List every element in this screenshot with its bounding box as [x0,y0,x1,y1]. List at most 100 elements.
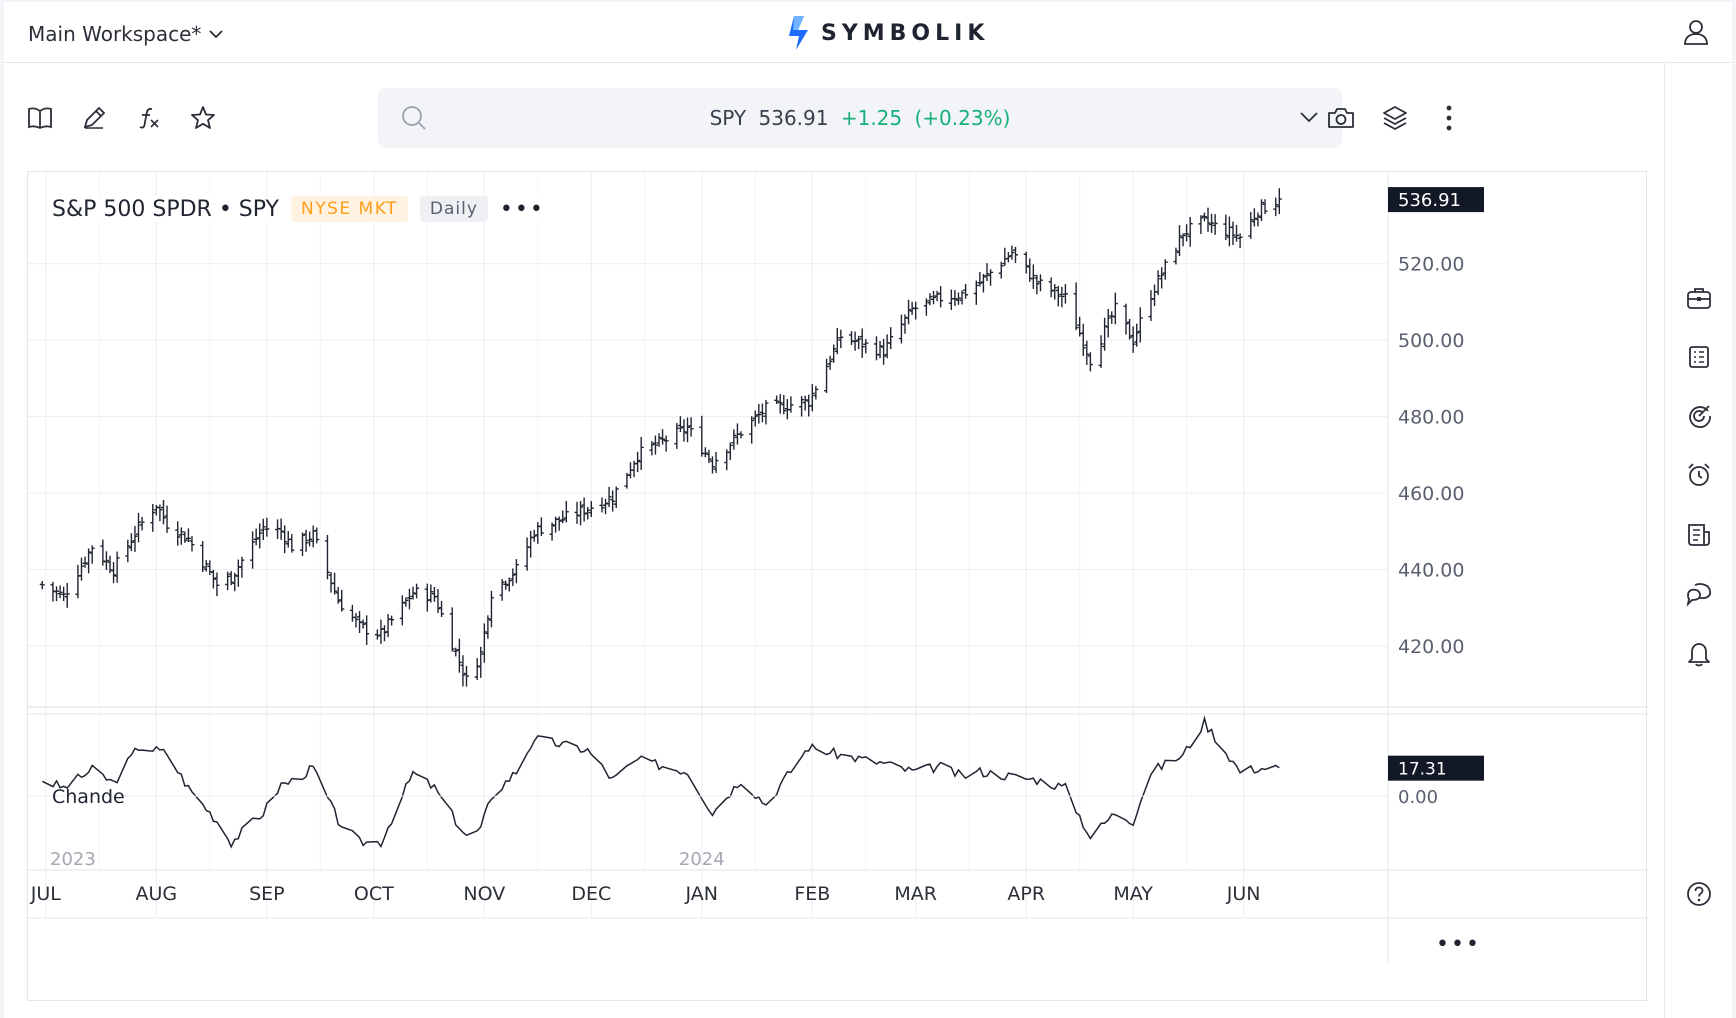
ohlc-bar [706,449,712,464]
x-axis-month-label: NOV [463,883,505,905]
ohlc-bar [1073,282,1079,331]
ohlc-bar [713,451,719,473]
ohlc-bar [39,581,45,590]
ohlc-bar [563,500,569,523]
ohlc-bar [403,597,409,607]
alerts-button[interactable] [1681,636,1717,672]
scanner-button[interactable] [1681,398,1717,434]
symbol-search-bar[interactable]: SPY 536.91 +1.25 (+0.23%) [378,88,1342,148]
workspace-selector[interactable]: Main Workspace* [28,22,224,46]
brand-name: SYMBOLIK [821,20,990,46]
bell-icon [1688,643,1710,667]
ohlc-bar [1173,247,1179,265]
ohlc-bar [603,498,609,515]
ohlc-bar [488,590,494,628]
ohlc-bar [214,572,220,597]
user-account-button[interactable] [1682,18,1710,50]
ohlc-bar [963,283,969,299]
ohlc-bar [759,403,765,423]
ohlc-bar [1201,212,1207,222]
ohlc-bar [1013,246,1019,263]
ohlc-bar [913,301,919,320]
x-axis-month-label: MAY [1113,883,1153,905]
ohlc-bar [1052,284,1058,300]
ohlc-bar [1198,215,1204,235]
workspace-name: Main Workspace* [28,22,202,46]
ohlc-bar [485,615,491,639]
chart-container[interactable]: 420.00 440.00 460.00 480.00 500.00 520.00 0.0… [27,171,1648,1002]
layers-button[interactable] [1377,100,1413,136]
ohlc-bar [1098,335,1104,368]
ohlc-bar [635,451,641,473]
ohlc-bar [506,577,512,592]
ohlc-bar [959,290,965,305]
ohlc-bar [1005,252,1011,263]
ohlc-bar [1112,292,1118,325]
ohlc-bar [752,410,758,427]
ohlc-bar [378,619,384,644]
chevron-down-icon[interactable] [1298,106,1320,128]
draw-button[interactable] [76,100,112,136]
ohlc-bar [1130,326,1136,353]
brand-logo[interactable]: SYMBOLIK [787,16,989,50]
list-icon [1689,346,1709,368]
ohlc-bar [406,588,412,610]
favorites-button[interactable] [185,100,221,136]
ohlc-bar [831,344,837,363]
ohlc-bar [1023,251,1029,274]
ohlc-bar [1080,323,1086,356]
time-axis-more-button[interactable]: ••• [1436,932,1481,957]
ohlc-bar [898,314,904,344]
ohlc-bar [1127,318,1133,340]
ohlc-bar [1059,286,1065,308]
news-button[interactable] [1681,517,1717,553]
ohlc-bar [164,505,170,533]
ohlc-bar [656,433,662,447]
legend-more-button[interactable]: ••• [499,196,545,222]
ohlc-bar [588,501,594,518]
ohlc-bar [449,607,455,652]
watchlist-button[interactable] [1681,339,1717,375]
x-axis-month-label: JUN [1226,883,1261,905]
x-axis-month-label: SEP [249,883,285,905]
ohlc-bar [232,572,238,592]
ohlc-bar [1187,216,1193,247]
chart-legend: S&P 500 SPDR • SPY NYSE MKT Daily ••• [52,196,553,222]
ohlc-bar [125,539,131,563]
ohlc-bar [64,583,70,608]
help-button[interactable] [1681,876,1717,912]
ohlc-bar [114,551,120,583]
ohlc-bar [463,666,469,687]
snapshot-button[interactable] [1323,100,1359,136]
ohlc-bar [78,557,84,581]
ohlc-bar [185,528,191,543]
ohlc-bar [303,529,309,552]
ohlc-bar [731,429,737,450]
book-button[interactable] [22,100,58,136]
ohlc-bar [382,625,387,642]
ohlc-bar [1223,214,1229,241]
ohlc-bar [481,623,487,663]
ohlc-bar [977,271,983,287]
ohlc-bar [1251,208,1257,227]
price-chart[interactable]: 420.00 440.00 460.00 480.00 500.00 520.00 0.0… [28,172,1648,1002]
ohlc-bar [128,533,134,552]
more-options-button[interactable] [1431,100,1467,136]
ohlc-bar [1037,274,1043,292]
chat-button[interactable] [1681,576,1717,612]
indicators-button[interactable] [131,100,167,136]
chevron-down-icon [209,30,224,39]
instrument-title: S&P 500 SPDR • SPY [52,196,279,222]
interval-badge[interactable]: Daily [419,196,488,222]
alarm-button[interactable] [1681,457,1717,493]
portfolio-button[interactable] [1681,280,1717,316]
ohlc-bar [560,510,566,524]
symbolik-logo-icon [789,16,808,50]
ohlc-bar [781,394,787,415]
ohlc-bar [863,339,869,354]
ohlc-bar [638,436,644,471]
ohlc-bar [399,595,405,626]
ohlc-bar [139,516,145,531]
ohlc-bar [955,292,961,305]
right-rail [1664,63,1732,1018]
